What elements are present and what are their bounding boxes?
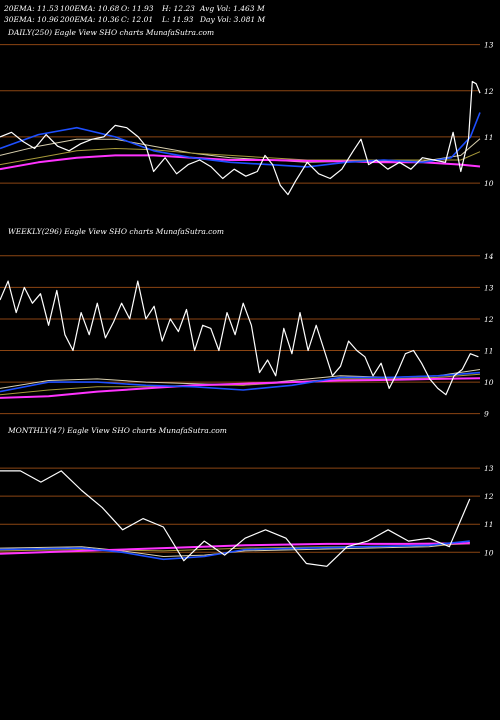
monthly-ytick-11: 11	[484, 520, 494, 529]
ema200-value: 200EMA: 10.36	[60, 15, 120, 24]
daily-ytick-13: 13	[484, 41, 494, 50]
weekly-ytick-11: 11	[484, 347, 494, 356]
monthly-panel-title: MONTHLY(47) Eagle View SHO charts Munafa…	[8, 426, 227, 435]
weekly-price-line	[0, 280, 479, 396]
weekly-ytick-14: 14	[484, 252, 494, 261]
daily-ema-blue-line	[0, 112, 481, 168]
daily-ytick-11: 11	[484, 133, 494, 142]
weekly-panel-title: WEEKLY(296) Eagle View SHO charts Munafa…	[8, 227, 225, 236]
daily-panel-title: DAILY(250) Eagle View SHO charts MunafaS…	[8, 28, 215, 37]
weekly-ytick-13: 13	[484, 283, 494, 292]
daily-ytick-10: 10	[484, 179, 494, 188]
weekly-ytick-12: 12	[484, 315, 494, 324]
daily-ytick-12: 12	[484, 87, 494, 96]
weekly-ema-olive-line	[0, 373, 481, 396]
weekly-ema-magenta-line	[0, 377, 481, 399]
ema100-value: 100EMA: 10.68	[60, 4, 120, 13]
daily-chart: 10 11 12 13	[0, 41, 494, 196]
ema30-value: 30EMA: 10.96	[4, 15, 59, 24]
close-value: C: 12.01	[121, 15, 154, 24]
high-value: H: 12.23	[162, 4, 195, 13]
monthly-ema-blue-line	[0, 540, 470, 561]
ema20-value: 20EMA: 11.53	[4, 4, 59, 13]
avg-vol-value: Avg Vol: 1.463 M	[200, 4, 265, 13]
weekly-ema-blue-line	[0, 371, 481, 393]
monthly-ytick-12: 12	[484, 492, 494, 501]
monthly-ytick-10: 10	[484, 548, 494, 557]
monthly-ytick-13: 13	[484, 464, 494, 473]
daily-price-line	[0, 80, 481, 196]
day-vol-value: Day Vol: 3.081 M	[200, 15, 266, 24]
weekly-ytick-9: 9	[484, 410, 489, 419]
weekly-ytick-10: 10	[484, 378, 494, 387]
monthly-ema-magenta-line	[0, 542, 470, 555]
monthly-price-line	[0, 470, 471, 567]
monthly-chart: 10 11 12 13	[0, 464, 494, 567]
weekly-chart: 9 10 11 12 13 14	[0, 252, 494, 419]
low-value: L: 11.93	[162, 15, 194, 24]
daily-ema-olive-line	[0, 148, 481, 166]
open-value: O: 11.93	[121, 4, 154, 13]
